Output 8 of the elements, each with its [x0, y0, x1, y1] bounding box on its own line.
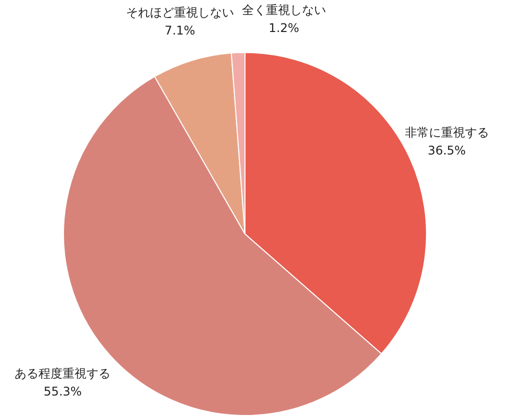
slice-label: 全く重視しない [242, 3, 326, 18]
data-label: 7.1% [164, 23, 196, 38]
slice-label: それほど重視しない [126, 5, 234, 20]
slice-label: ある程度重視する [14, 366, 111, 380]
data-label: 1.2% [268, 21, 300, 36]
data-label: 55.3% [44, 384, 82, 398]
data-label: 36.5% [428, 144, 466, 158]
slice-label: 非常に重視する [404, 126, 489, 140]
